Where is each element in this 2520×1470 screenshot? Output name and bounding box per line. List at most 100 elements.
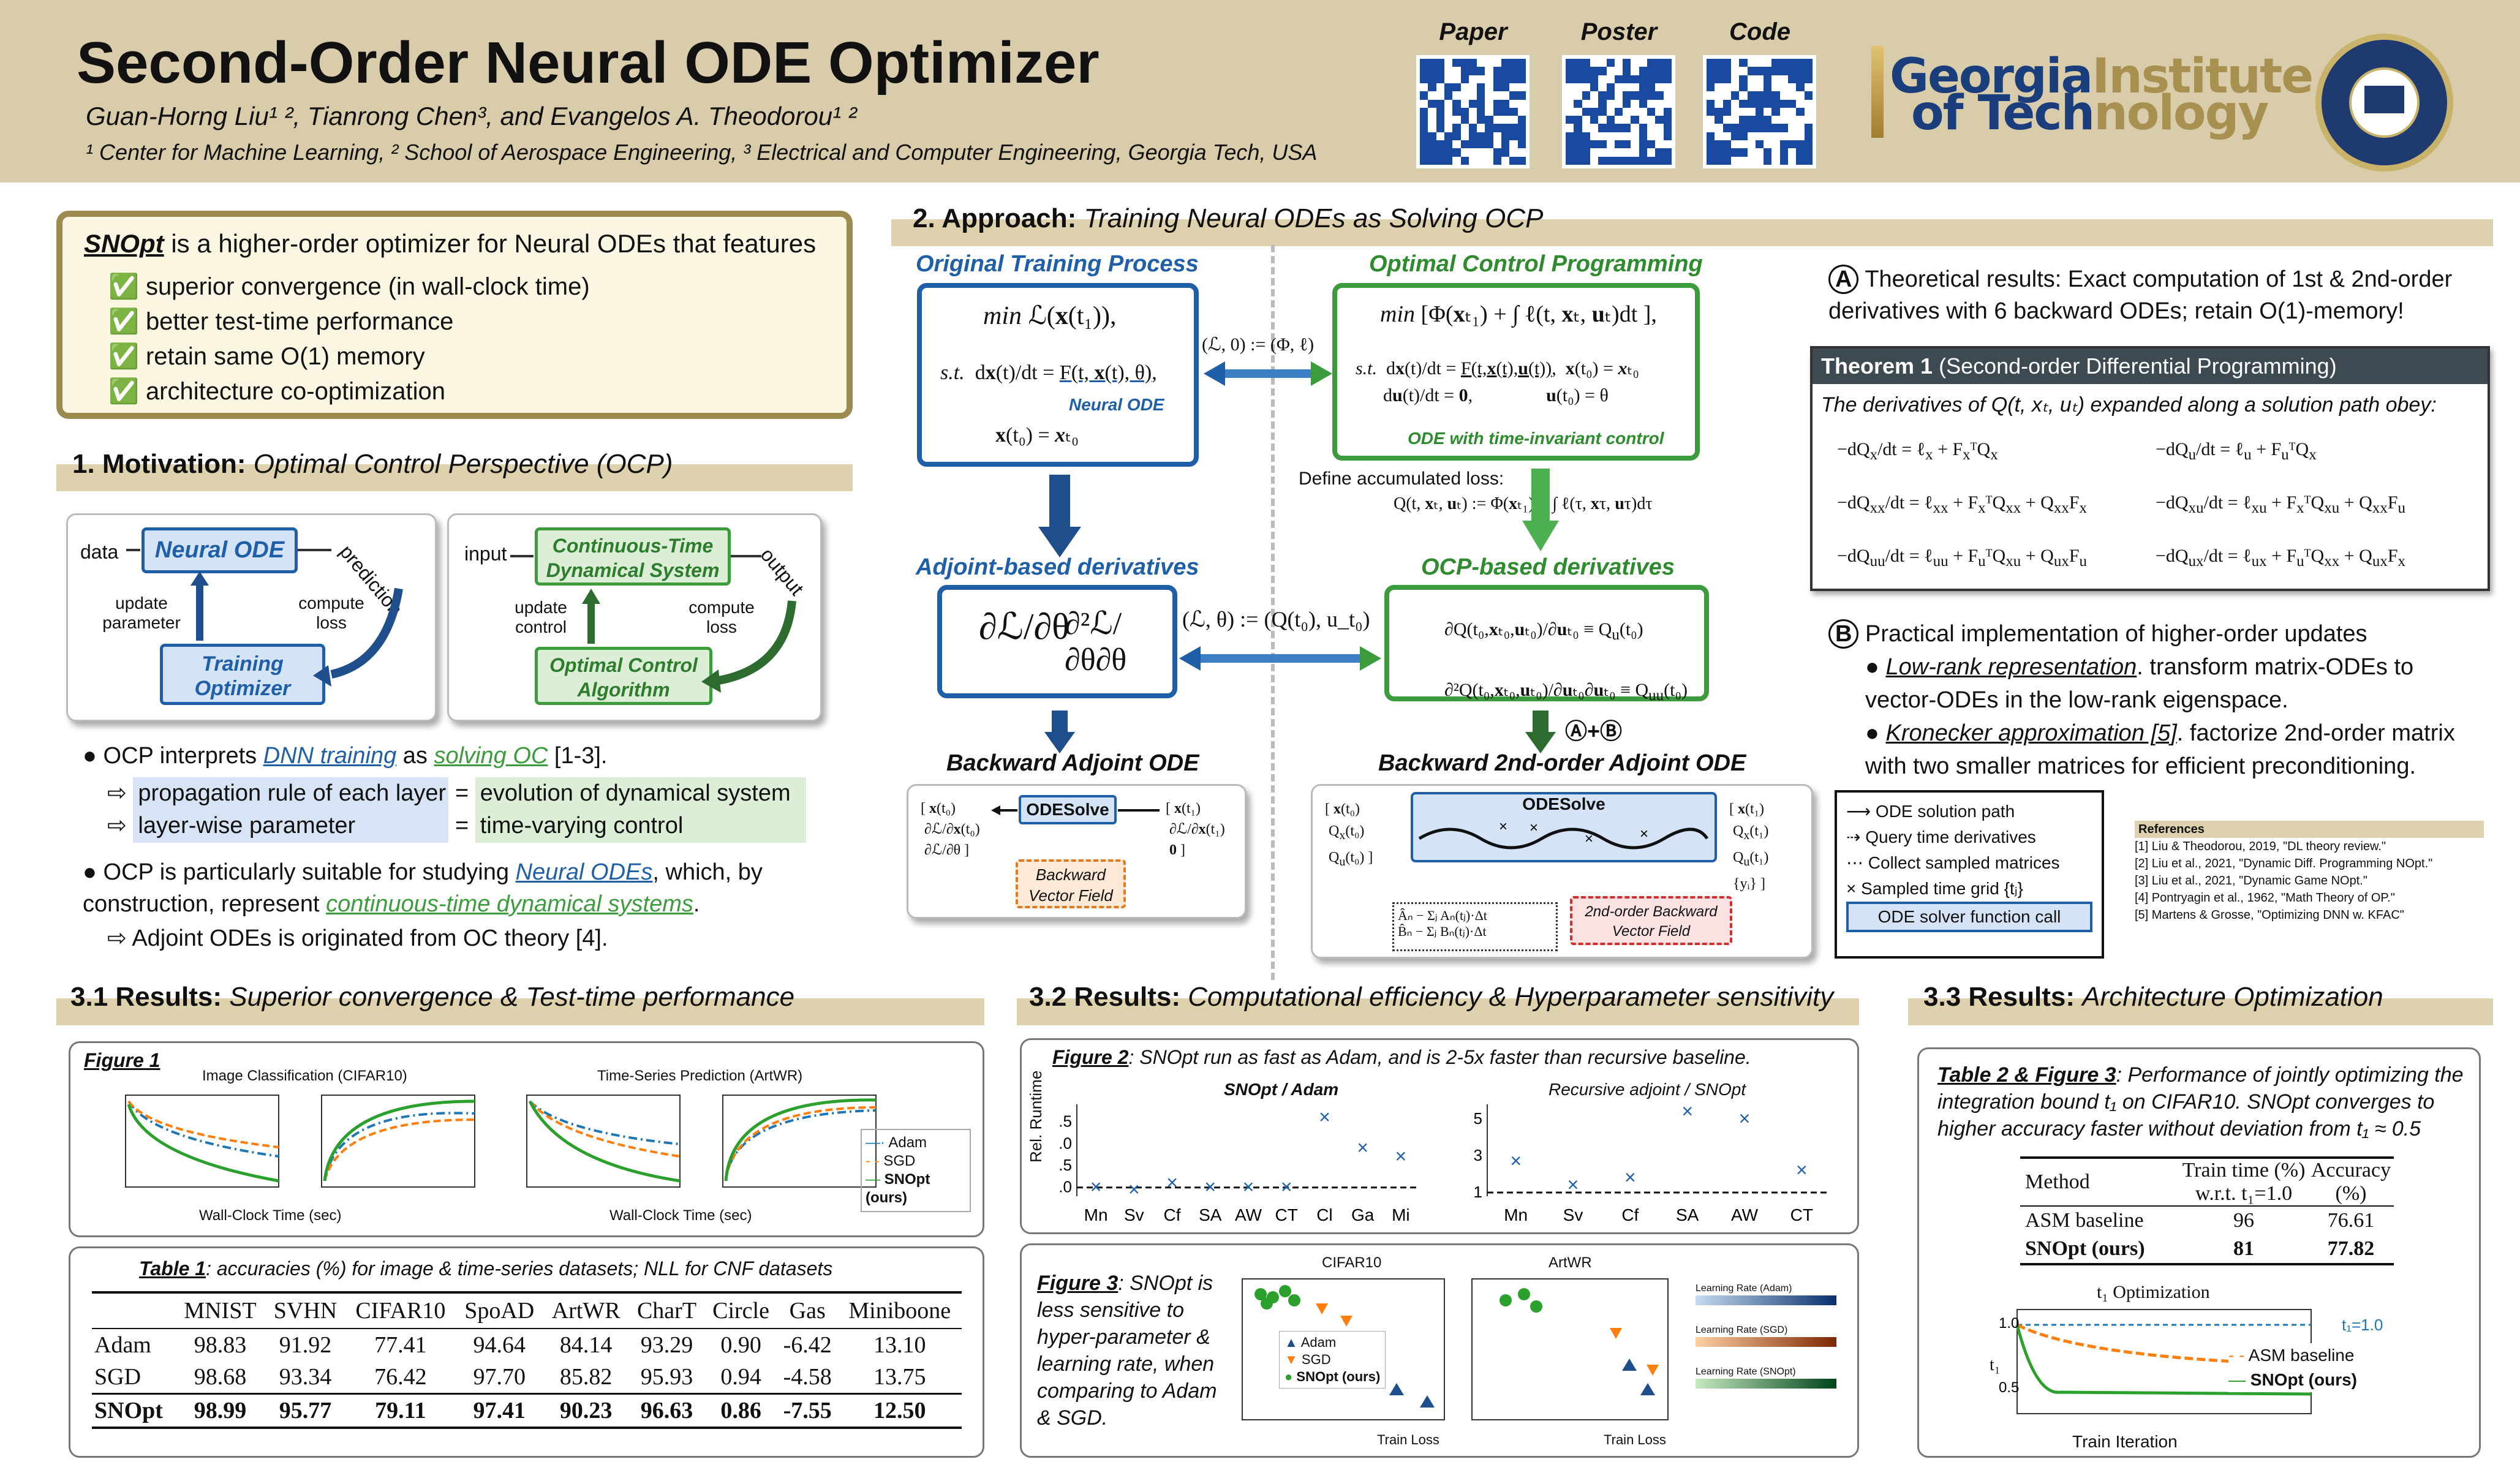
tick-label: 2.5 — [1058, 1112, 1072, 1131]
qr-label-code: Code — [1729, 18, 1790, 45]
down-arrow-2 — [1522, 469, 1559, 551]
mapping-row: ⇨ layer-wise parameter = time-varying co… — [107, 810, 848, 843]
category-label: Cf — [1164, 1205, 1181, 1224]
adj-title: Adjoint-based derivatives — [916, 554, 1199, 580]
approach-bar — [891, 219, 2493, 246]
tick-label: 3 — [1474, 1146, 1482, 1164]
double-arrow-1 — [1204, 361, 1332, 386]
qr-code-code[interactable] — [1703, 55, 1816, 168]
results32-bar — [1017, 998, 1859, 1025]
data-point: × — [1090, 1176, 1102, 1198]
motivation-bullets: ● OCP interprets DNN training as solving… — [83, 740, 848, 955]
solver-legend: ⟶ ODE solution path ⇢ Query time derivat… — [1835, 790, 2104, 959]
qr-code-poster[interactable] — [1562, 55, 1675, 168]
data-point: × — [1796, 1159, 1808, 1181]
double-arrow-2 — [1179, 646, 1381, 671]
svg-text:×: × — [1499, 818, 1507, 835]
update-param-label: update parameter — [102, 594, 181, 632]
a-badge-icon: A — [1828, 265, 1859, 294]
data-point: × — [1243, 1176, 1254, 1198]
svg-text:×: × — [1585, 831, 1593, 847]
loop-arrows — [126, 549, 403, 687]
link-dnn-training[interactable]: DNN training — [263, 743, 397, 769]
category-label: Cl — [1316, 1205, 1332, 1224]
check-icon: ✅ — [108, 273, 139, 300]
training-eq-box: min ℒ(x(t₁)), s.t. dx(t)/dt = F(t, x(t),… — [917, 283, 1199, 467]
feature-item: ✅ retain same O(1) memory — [108, 343, 425, 370]
figure1-panel: Figure 1 Image Classification (CIFAR10) … — [69, 1041, 984, 1237]
2nd-solver-diagram: [ x(t₀) Qx(t₀) Qu(t₀) ] ODESolve × × × × [ … — [1311, 784, 1813, 959]
data-point: × — [1395, 1145, 1407, 1167]
neural-ode-loop: Neural ODE Training Optimizer data predi… — [66, 513, 437, 722]
feature-item: ✅ architecture co-optimization — [108, 378, 446, 405]
svg-text:1.0: 1.0 — [1999, 1315, 2019, 1332]
gt-flame-icon — [1871, 46, 1884, 138]
table1-header: SVHN — [273, 1298, 338, 1324]
tick-label: 1 — [1474, 1183, 1482, 1201]
link-neural-odes[interactable]: Neural ODEs — [515, 859, 653, 885]
qr-code-paper[interactable] — [1416, 55, 1530, 168]
t1-legend: - - ASM baseline — SNOpt (ours) — [2228, 1343, 2357, 1392]
b-item: ● Low-rank representation. transform mat… — [1865, 654, 2414, 713]
down-arrow-3 — [1044, 710, 1075, 753]
tick-label: 1.0 — [1058, 1178, 1072, 1196]
map-eq-2: (ℒ, θ) := (Q(t₀), u_t₀) — [1182, 607, 1370, 631]
compute-loss-label: compute loss — [298, 594, 364, 632]
data-point: × — [1204, 1176, 1216, 1198]
divider — [1271, 245, 1275, 980]
link-ct-dyn-systems[interactable]: continuous-time dynamical systems — [326, 891, 693, 917]
motivation-bar — [56, 464, 853, 491]
intro-box: SNOpt is a higher-order optimizer for Ne… — [56, 211, 853, 419]
results31-bar — [56, 998, 984, 1025]
data-point: × — [1681, 1100, 1693, 1122]
category-label: Mi — [1392, 1205, 1410, 1224]
table1-header: Circle — [712, 1298, 769, 1324]
table1: MNIST SVHN CIFAR10 SpoAD ArtWR CharT Circle Gas… — [92, 1291, 962, 1429]
theorem-box: Theorem 1 (Second-order Differential Pro… — [1810, 346, 2490, 591]
neural-ode-node: Neural ODE — [141, 527, 298, 573]
feature-item: ✅ superior convergence (in wall-clock ti… — [108, 273, 590, 300]
data-point: × — [1281, 1176, 1292, 1198]
data-point: × — [1624, 1166, 1636, 1188]
category-label: AW — [1235, 1205, 1262, 1224]
link-solving-oc[interactable]: solving OC — [434, 743, 548, 769]
t1-chart: 1.0 0.5 — [1999, 1309, 2312, 1414]
category-label: CT — [1790, 1205, 1813, 1224]
check-icon: ✅ — [108, 378, 139, 405]
update-control-label: update control — [515, 598, 567, 636]
check-icon: ✅ — [108, 308, 139, 335]
references: References [1] Liu & Theodorou, 2019, "D… — [2135, 821, 2484, 924]
table-row: SNOpt 98.99 95.77 79.11 97.41 90.23 96.63 0.86-… — [92, 1393, 962, 1428]
table-row: Adam 98.83 91.92 77.41 94.64 84.14 93.29 0.90 -6… — [94, 1332, 926, 1358]
category-label: SA — [1199, 1205, 1222, 1224]
svg-text:0.5: 0.5 — [1999, 1379, 2019, 1396]
results33-bar — [1908, 998, 2493, 1025]
ocp-eq-box: min [Φ(xₜ₁) + ∫ ℓ(t, xₜ, uₜ)dt ], s.t. d… — [1332, 283, 1700, 461]
figure3-panel: Figure 3: SNOpt is less sensitive to hyp… — [1020, 1243, 1859, 1458]
table2: Method Train time (%) w.r.t. t₁=1.0 Accura… — [2020, 1156, 2394, 1265]
svg-text:×: × — [1640, 826, 1648, 842]
compute-loss-label-2: compute loss — [688, 598, 755, 636]
figure2-panel: Figure 2: SNOpt run as fast as Adam, and… — [1020, 1038, 1859, 1234]
figure1-curves — [125, 1095, 877, 1188]
data-point: × — [1739, 1107, 1751, 1129]
bvf2-box: 2nd-order Backward Vector Field — [1570, 896, 1732, 945]
table1-header: Miniboone — [848, 1298, 951, 1324]
data-point: × — [1567, 1174, 1579, 1196]
table1-header — [92, 1292, 175, 1329]
result-b: B Practical implementation of higher-ord… — [1828, 617, 2478, 783]
svg-text:×: × — [1530, 820, 1538, 836]
bullet-adjoint: ⇨ Adjoint ODEs is originated from OC the… — [107, 925, 608, 951]
table1-header: ArtWR — [551, 1298, 621, 1324]
category-label: Cf — [1621, 1205, 1639, 1224]
category-label: Sv — [1563, 1205, 1583, 1224]
bullet-ocp-interprets: ● OCP interprets DNN training as solving… — [83, 743, 608, 769]
adjoint-solver-diagram: [ x(t₀) ∂ℒ/∂x(t₀) ∂ℒ/∂θ ] ODESolve Backw… — [907, 784, 1247, 919]
bwd-adjoint-title: Backward Adjoint ODE — [946, 750, 1199, 776]
mapping-row: ⇨ propagation rule of each layer = evolu… — [107, 777, 848, 810]
odesolve-button: ODESolve — [1019, 795, 1117, 824]
table1-header: Gas — [789, 1298, 826, 1324]
tick-label: 2.0 — [1058, 1134, 1072, 1152]
time-inv-label: ODE with time-invariant control — [1408, 429, 1664, 448]
tick-label: 5 — [1474, 1109, 1482, 1128]
